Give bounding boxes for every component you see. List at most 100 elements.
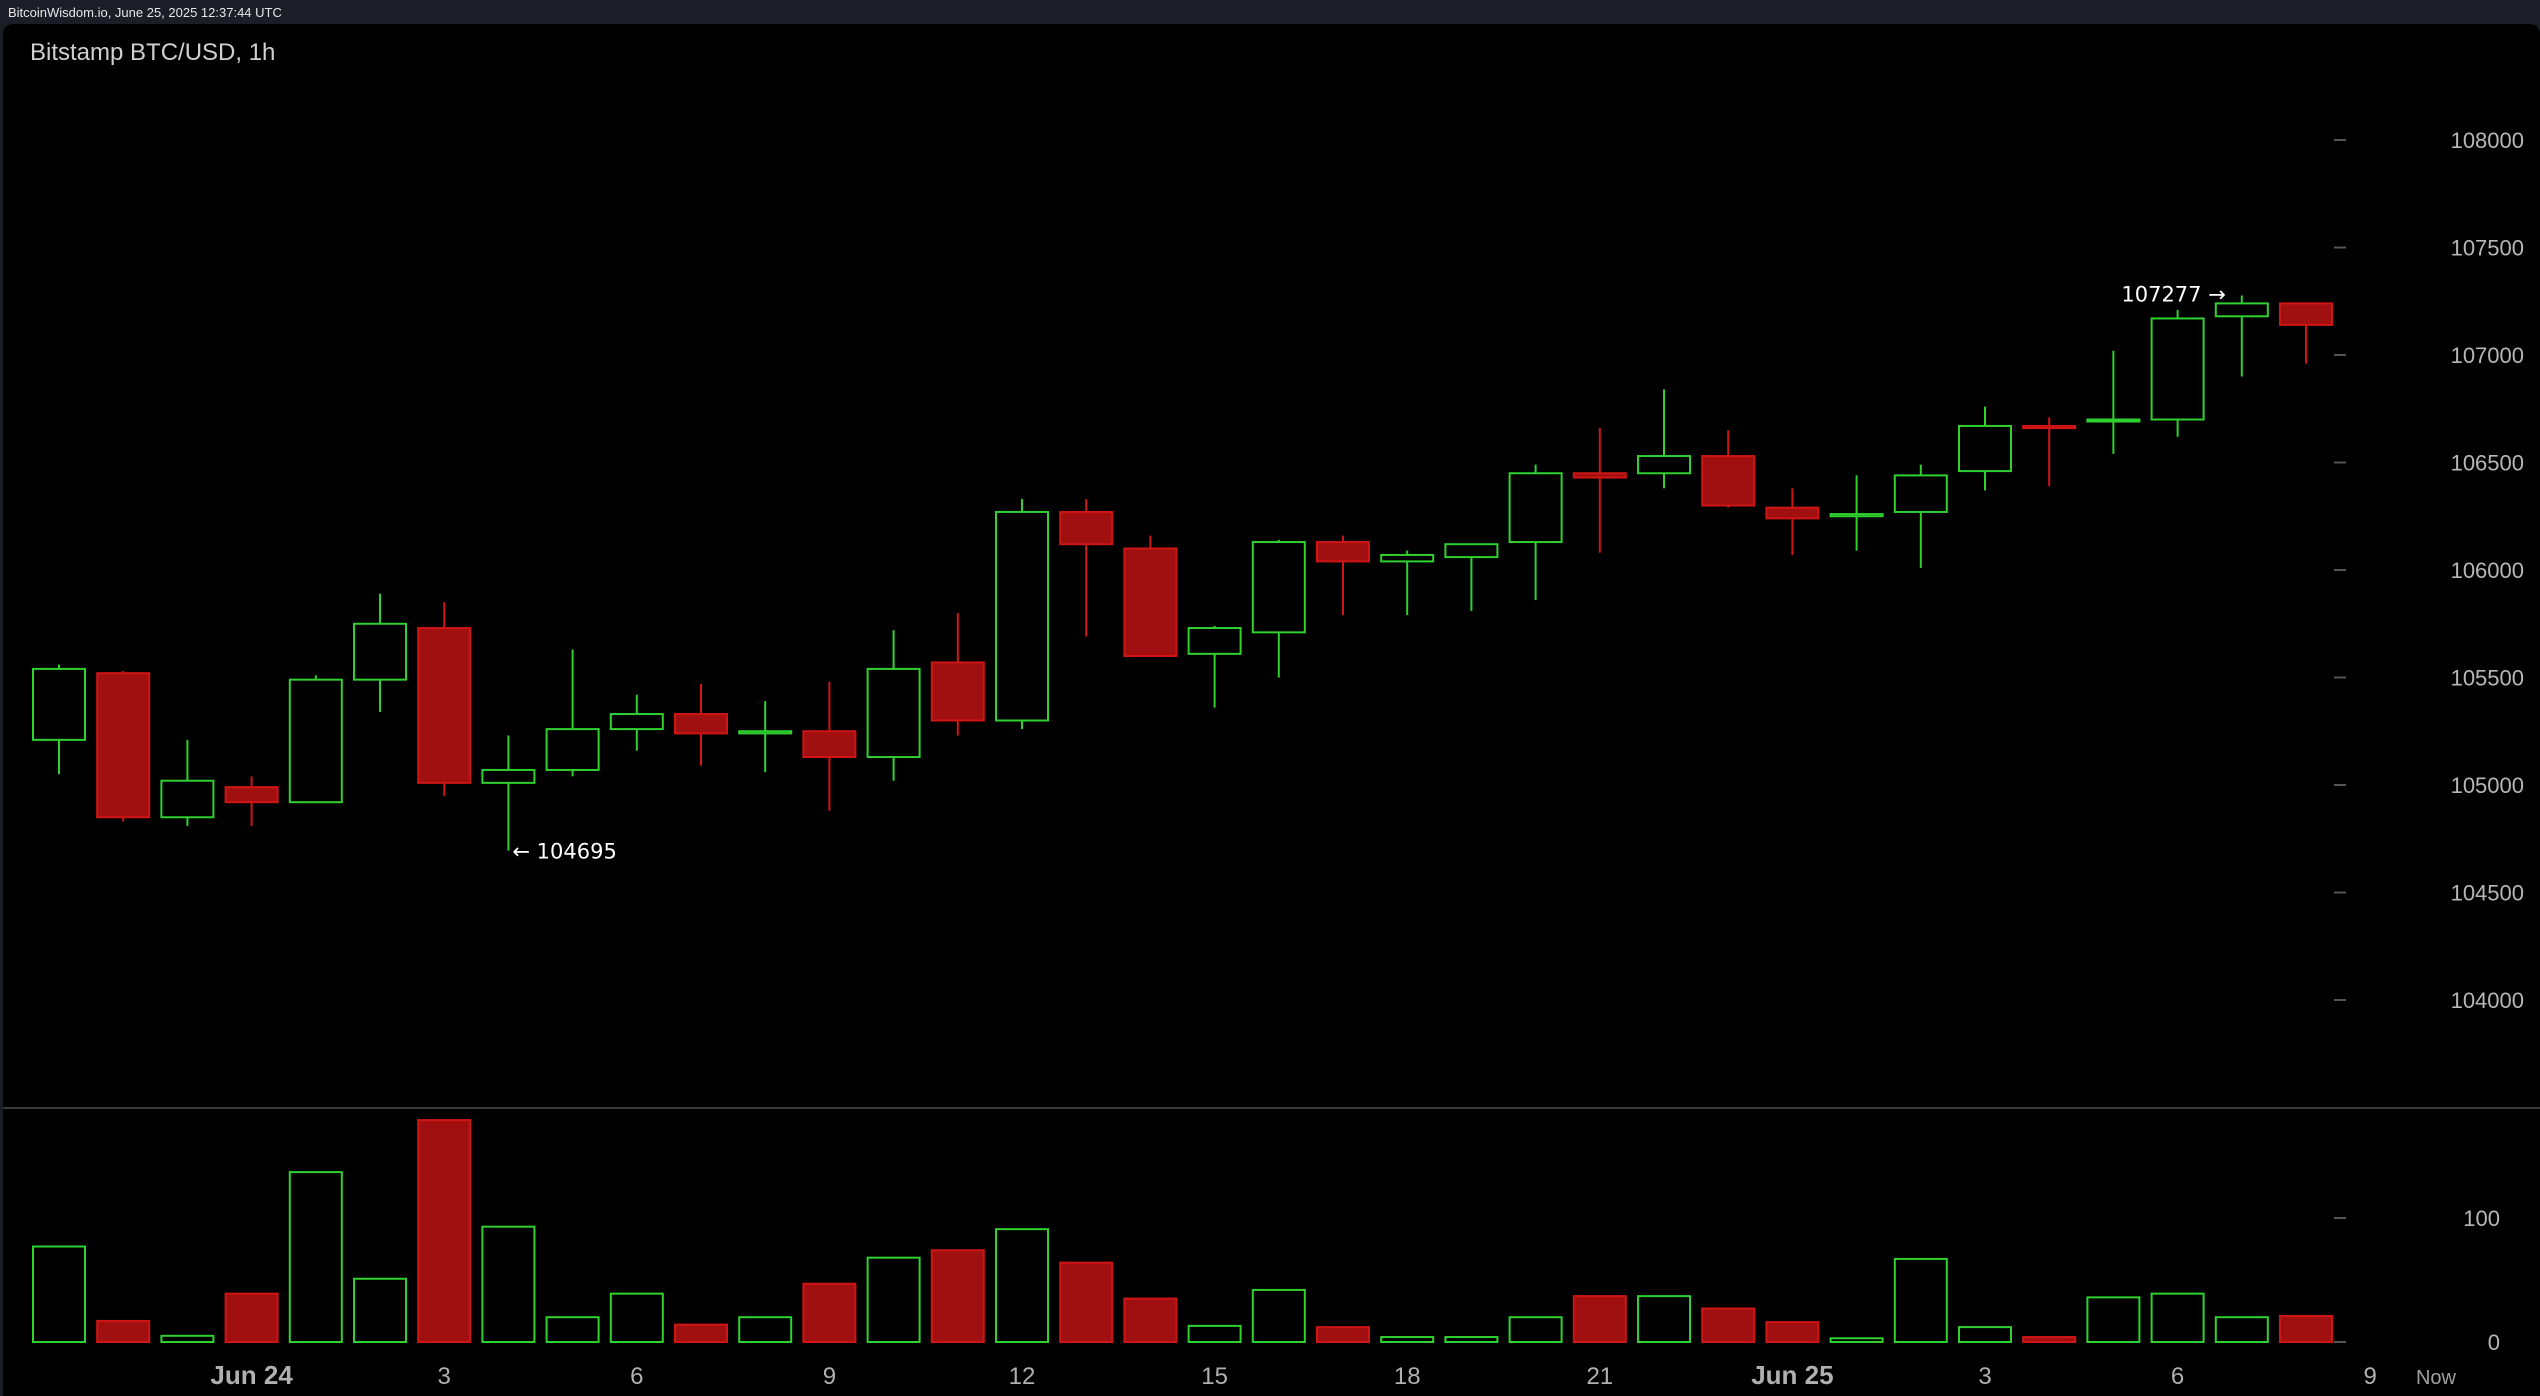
candle-body <box>2279 302 2333 326</box>
candle-body <box>160 779 215 819</box>
volume-bar <box>1508 1316 1563 1343</box>
volume-bar <box>481 1225 536 1344</box>
volume-bar <box>609 1292 664 1344</box>
volume-bar <box>1765 1321 1820 1344</box>
volume-bar <box>2279 1314 2333 1343</box>
candle-body <box>609 713 664 731</box>
volume-bar <box>1380 1336 1435 1344</box>
x-axis-hour-label: 3 <box>438 1363 451 1390</box>
volume-bar <box>802 1282 857 1343</box>
x-axis-hour-label: 12 <box>1009 1363 1036 1390</box>
volume-bar <box>160 1334 215 1344</box>
volume-bar <box>866 1256 921 1344</box>
candle-body <box>738 730 793 735</box>
volume-bar <box>353 1277 407 1344</box>
candle-body <box>224 786 279 804</box>
volume-bar <box>32 1245 86 1344</box>
candle-body <box>2022 424 2077 430</box>
price-tick-label: 107500 <box>2451 236 2524 261</box>
candle-body <box>1829 513 1884 518</box>
volume-bar <box>1637 1295 1691 1343</box>
candle-body <box>1251 541 1306 634</box>
price-tick-label: 104000 <box>2451 988 2524 1013</box>
volume-tick-label: 0 <box>2488 1330 2500 1355</box>
candlesticks <box>32 295 2333 851</box>
price-tick-label: 107000 <box>2451 343 2524 368</box>
price-tick-label: 106500 <box>2451 451 2524 476</box>
volume-bar <box>1701 1307 1756 1344</box>
candle-body <box>32 667 86 741</box>
volume-bars <box>32 1119 2333 1344</box>
candle-body <box>1444 543 1499 559</box>
x-axis-hour-label: 9 <box>2364 1363 2377 1390</box>
candle-body <box>1637 455 1691 475</box>
x-axis-day-label: Jun 24 <box>210 1360 293 1390</box>
candle-body <box>995 510 1049 722</box>
candle-body <box>802 730 857 759</box>
candle-body <box>1059 510 1114 546</box>
volume-bar <box>1316 1326 1370 1343</box>
volume-bar <box>417 1119 472 1344</box>
volume-bar <box>1187 1324 1242 1344</box>
candle-body <box>674 713 728 735</box>
volume-bar <box>1059 1261 1114 1344</box>
candle-body <box>1316 541 1370 563</box>
volume-bar <box>2022 1336 2077 1344</box>
candle-body <box>1701 455 1756 507</box>
x-axis-hour-label: 9 <box>823 1363 836 1390</box>
source-timestamp: BitcoinWisdom.io, June 25, 2025 12:37:44… <box>8 5 282 20</box>
candle-body <box>1765 506 1820 520</box>
candle-body <box>288 678 343 804</box>
x-axis-hour-label: 6 <box>630 1363 643 1390</box>
x-axis-hour-label: 21 <box>1586 1363 1613 1390</box>
axis-labels: 104000 104500 105000 105500 106000 106500 1070… <box>210 128 2524 1390</box>
axis-ticks <box>2334 139 2346 1343</box>
price-tick-label: 105000 <box>2451 773 2524 798</box>
price-tick-label: 104500 <box>2451 881 2524 906</box>
volume-bar <box>674 1323 728 1344</box>
x-axis-hour-label: 18 <box>1394 1363 1421 1390</box>
candle-body <box>1958 424 2012 473</box>
volume-bar <box>995 1228 1049 1344</box>
price-tick-label: 106000 <box>2451 558 2524 583</box>
chart-title: Bitstamp BTC/USD, 1h <box>30 39 275 66</box>
candle-body <box>2150 317 2205 421</box>
volume-tick-label: 100 <box>2463 1206 2500 1231</box>
price-tick-label: 108000 <box>2451 128 2524 153</box>
candle-body <box>1123 547 1178 657</box>
candle-body <box>2214 302 2269 318</box>
volume-bar <box>738 1316 793 1343</box>
volume-bar <box>2214 1316 2269 1343</box>
candle-body <box>481 768 536 784</box>
volume-bar <box>1893 1257 1948 1344</box>
volume-bar <box>2086 1296 2141 1343</box>
candle-body <box>1187 627 1242 655</box>
low-price-annotation: ← 104695 <box>512 840 616 864</box>
top-bar: BitcoinWisdom.io, June 25, 2025 12:37:44… <box>0 0 2540 24</box>
volume-bar <box>1251 1288 1306 1344</box>
volume-bar <box>1123 1297 1178 1343</box>
candle-body <box>353 622 407 681</box>
candle-body <box>930 661 985 722</box>
candle-body <box>417 627 472 784</box>
candle-body <box>866 667 921 759</box>
volume-bar <box>1829 1337 1884 1344</box>
x-axis-hour-label: 15 <box>1201 1363 1228 1390</box>
volume-bar <box>1572 1295 1627 1343</box>
x-axis-hour-label: 6 <box>2171 1363 2184 1390</box>
volume-bar <box>1958 1326 2012 1343</box>
x-axis-day-label: Jun 25 <box>1751 1360 1833 1390</box>
volume-bar <box>96 1319 151 1344</box>
volume-bar <box>1444 1336 1499 1344</box>
candle-body <box>1572 472 1627 479</box>
volume-bar <box>288 1171 343 1343</box>
volume-bar <box>930 1249 985 1343</box>
volume-bar <box>2150 1292 2205 1344</box>
high-price-annotation: 107277 → <box>2121 282 2225 306</box>
candle-body <box>545 728 600 771</box>
now-label: Now <box>2416 1367 2457 1389</box>
volume-bar <box>545 1316 600 1343</box>
volume-bar <box>224 1292 279 1344</box>
candle-body <box>1508 472 1563 544</box>
